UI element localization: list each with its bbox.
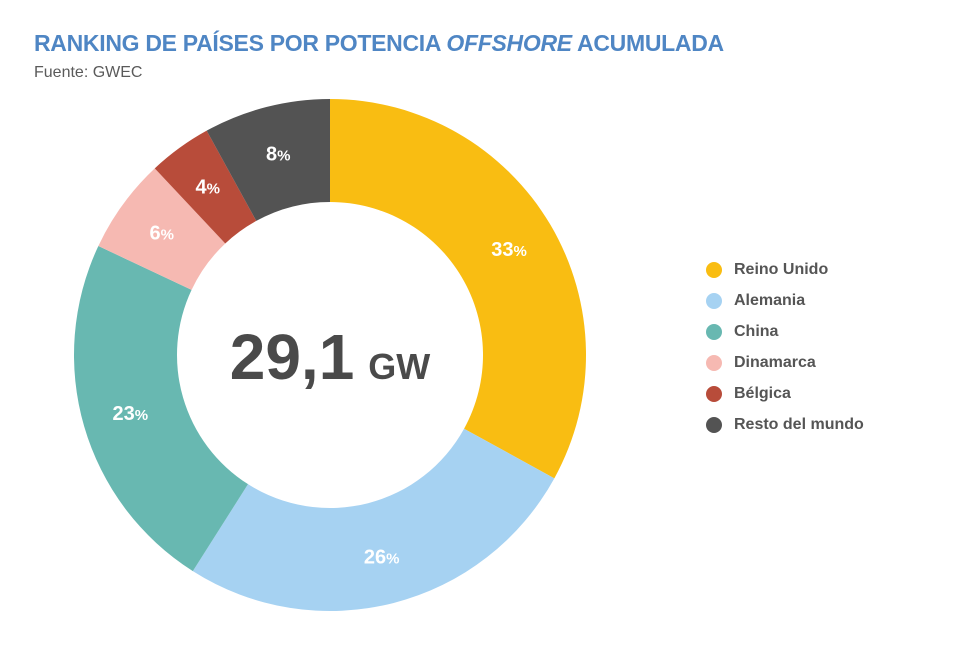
legend-swatch [706,261,722,278]
title-text-emphasis: OFFSHORE [446,30,572,56]
source-note: Fuente: GWEC [34,64,143,81]
slice-alemania [192,428,555,611]
legend-swatch [706,385,722,402]
center-total-label: 29,1 GW [230,321,431,393]
center-total-value: 29,1 [230,321,355,393]
legend-item-dinamarca: Dinamarca [706,347,864,378]
chart-legend: Reino Unido Alemania China Dinamarca Bélgica… [706,254,864,440]
legend-item-resto-del-mundo: Resto del mundo [706,409,864,440]
legend-swatch [706,323,722,340]
legend-label: China [734,322,779,340]
slice-label-resto-del-mundo: 8% [266,144,290,166]
legend-label: Bélgica [734,384,791,402]
legend-swatch [706,354,722,371]
legend-item-alemania: Alemania [706,285,864,316]
legend-label: Reino Unido [734,260,829,278]
slice-label-china: 23% [112,403,148,425]
slice-label-reino-unido: 33% [491,239,527,261]
legend-swatch [706,416,722,433]
donut-slices [74,99,587,611]
legend-item-belgica: Bélgica [706,378,864,409]
chart-title: RANKING DE PAÍSES POR POTENCIA OFFSHORE … [34,30,724,57]
legend-item-reino-unido: Reino Unido [706,254,864,285]
legend-swatch [706,292,722,309]
title-text-end: ACUMULADA [571,30,724,56]
donut-slice-labels: 33% 26% 23% 6% 4% 8% [112,144,526,569]
slice-label-alemania: 26% [364,546,400,568]
slice-resto-del-mundo [206,99,330,221]
legend-label: Alemania [734,291,806,309]
legend-label: Resto del mundo [734,415,864,433]
center-total-unit: GW [368,346,430,387]
slice-belgica [154,130,257,244]
legend-item-china: China [706,316,864,347]
slice-dinamarca [98,168,226,290]
slice-reino-unido [330,99,587,479]
title-text-start: RANKING DE PAÍSES POR POTENCIA [34,30,447,56]
slice-label-dinamarca: 6% [149,223,173,245]
slice-label-belgica: 4% [196,177,220,199]
legend-label: Dinamarca [734,353,816,371]
slice-china [74,246,249,572]
